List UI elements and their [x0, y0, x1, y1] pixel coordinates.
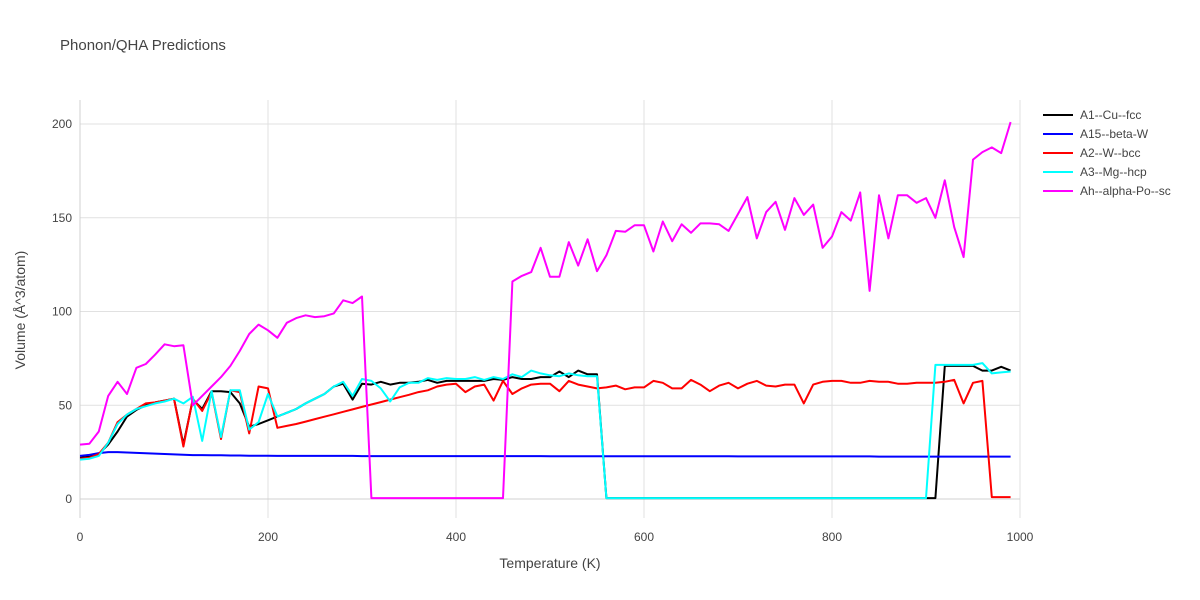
chart-title: Phonon/QHA Predictions [60, 37, 226, 54]
legend-item[interactable]: A1--Cu--fcc [1043, 108, 1141, 122]
series-line-ah-alpha-po-sc [79, 121, 1012, 500]
axis-ticks: 0 200 400 600 800 1000 0 50 100 150 200 [52, 117, 1034, 544]
y-axis-label: Volume (Å^3/atom) [12, 251, 28, 370]
legend-item[interactable]: Ah--alpha-Po--sc [1043, 184, 1171, 198]
legend-item[interactable]: A15--beta-W [1043, 127, 1149, 141]
y-tick-label: 100 [52, 305, 72, 319]
y-tick-label: 50 [59, 398, 73, 412]
legend-item[interactable]: A3--Mg--hcp [1043, 165, 1147, 179]
y-tick-label: 150 [52, 211, 72, 225]
plot-series [79, 121, 1012, 500]
y-tick-label: 0 [65, 492, 72, 506]
x-tick-label: 400 [446, 530, 466, 544]
legend-label: A2--W--bcc [1080, 146, 1140, 160]
x-tick-label: 0 [77, 530, 84, 544]
legend-label: A3--Mg--hcp [1080, 165, 1147, 179]
grid [80, 100, 1021, 518]
series-line-a2-w-bcc [79, 378, 1011, 499]
x-axis-label: Temperature (K) [499, 555, 600, 571]
x-tick-label: 800 [822, 530, 842, 544]
legend: A1--Cu--fcc A15--beta-W A2--W--bcc A3--Mg--… [1043, 108, 1171, 198]
y-tick-label: 200 [52, 117, 72, 131]
series-line-a3-mg-hcp [79, 362, 1011, 500]
legend-label: A1--Cu--fcc [1080, 108, 1141, 122]
legend-label: Ah--alpha-Po--sc [1080, 184, 1171, 198]
x-tick-label: 600 [634, 530, 654, 544]
legend-item[interactable]: A2--W--bcc [1043, 146, 1140, 160]
series-line-a15-beta-w [79, 451, 1011, 458]
x-tick-label: 1000 [1007, 530, 1034, 544]
x-tick-label: 200 [258, 530, 278, 544]
legend-label: A15--beta-W [1080, 127, 1149, 141]
